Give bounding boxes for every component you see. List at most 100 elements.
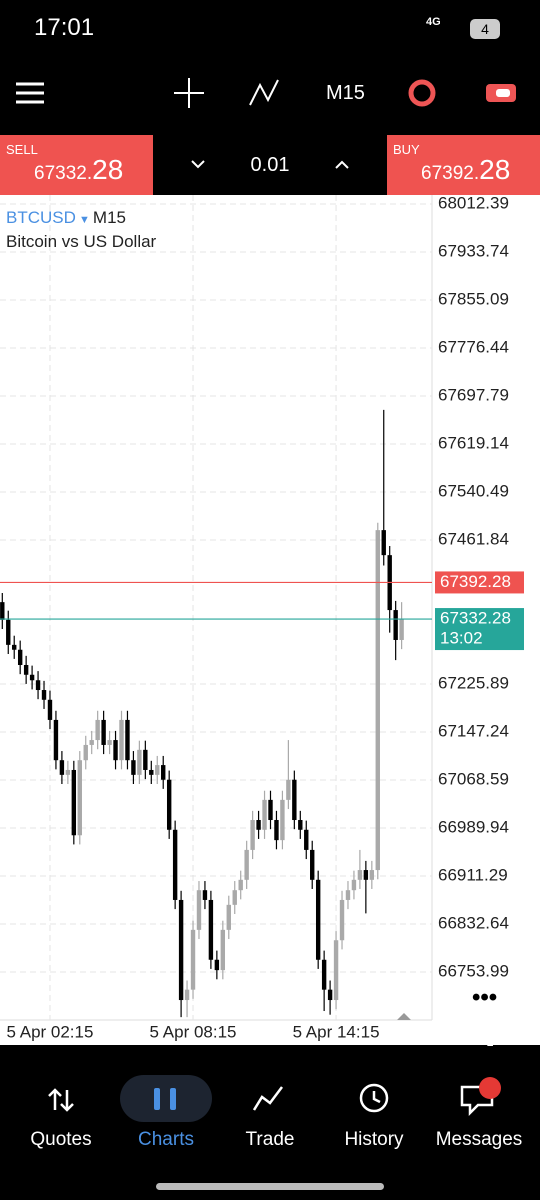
chart-timeframe: M15 xyxy=(92,208,126,227)
y-tick-label: 66832.64 xyxy=(438,913,509,932)
y-tick-label: 66911.29 xyxy=(438,865,508,884)
candle-body xyxy=(178,899,184,1001)
y-tick-label: 66753.99 xyxy=(438,961,509,980)
nav-item[interactable]: Charts xyxy=(138,1129,194,1150)
y-tick-label: 67068.59 xyxy=(438,769,509,788)
home-indicator xyxy=(156,1183,384,1190)
buy-button[interactable]: BUY 67392.28 xyxy=(387,135,540,195)
nav-item[interactable]: History xyxy=(344,1129,404,1150)
candle-body xyxy=(161,765,166,780)
nav-item[interactable]: Messages xyxy=(435,1129,523,1150)
charts-icon[interactable] xyxy=(154,1088,160,1110)
candle-body xyxy=(166,779,172,830)
candle-body xyxy=(35,680,41,691)
candle-body xyxy=(0,602,5,620)
x-tick-label: 5 Apr 14:15 xyxy=(293,1022,380,1041)
trade-icon[interactable] xyxy=(252,1086,283,1111)
more-icon[interactable]: ••• xyxy=(472,984,498,1011)
nav-icons xyxy=(48,1077,501,1190)
candle-body xyxy=(339,899,345,941)
sell-button[interactable]: SELL 67332.28 xyxy=(0,135,153,195)
candle-body xyxy=(65,769,71,775)
y-tick-label: 67225.89 xyxy=(438,673,509,692)
candle-body xyxy=(53,719,59,761)
candle-body xyxy=(190,929,196,990)
candle-body xyxy=(77,760,82,836)
candle-body xyxy=(119,719,124,761)
candle-body xyxy=(357,870,363,880)
candle-body xyxy=(208,899,214,960)
y-tick-label: 67147.24 xyxy=(438,721,509,740)
candle-body xyxy=(250,820,255,850)
ask-label: 67392.28 xyxy=(440,572,511,591)
nav-item[interactable]: Trade xyxy=(245,1129,295,1150)
candle-body xyxy=(304,829,309,850)
candle-body xyxy=(172,829,178,900)
candle-body xyxy=(345,890,351,900)
candle-body xyxy=(6,619,11,645)
sell-price: 67332. xyxy=(34,163,93,184)
candle-body xyxy=(214,959,220,971)
candle-body xyxy=(375,530,380,871)
y-tick-label: 68012.39 xyxy=(438,195,509,212)
bid-label-box xyxy=(435,608,524,651)
candle-body xyxy=(369,870,375,880)
candle-body xyxy=(101,719,106,745)
history-hand xyxy=(372,1091,381,1104)
nav-item[interactable]: Quotes xyxy=(30,1129,92,1150)
candle-body xyxy=(327,989,333,1001)
candle-body xyxy=(321,959,327,990)
candle-body xyxy=(83,744,88,761)
lot-size[interactable]: 0.01 xyxy=(250,154,290,176)
timeframe[interactable]: M15 xyxy=(326,82,365,104)
history-icon[interactable] xyxy=(359,1083,389,1113)
y-tick-label: 66989.94 xyxy=(438,817,509,836)
menu-icon[interactable] xyxy=(16,82,44,104)
y-tick-label: 67776.44 xyxy=(438,337,509,356)
crosshair-icon[interactable] xyxy=(174,78,204,108)
candle-body xyxy=(226,904,231,930)
active-pill xyxy=(120,1075,212,1122)
y-tick-label: 67540.49 xyxy=(438,481,509,500)
candle-body xyxy=(363,870,369,880)
candle-body xyxy=(47,699,53,720)
symbol[interactable]: BTCUSD xyxy=(6,208,76,227)
y-tick-label: 67619.14 xyxy=(438,433,509,452)
lot-panel: 0.01 xyxy=(153,135,387,195)
charts-icon xyxy=(170,1088,176,1110)
candle-body xyxy=(184,989,190,1001)
badge-count: 1 xyxy=(486,1034,494,1049)
chart-header: BTCUSD ▼ M15 xyxy=(6,208,126,227)
lot-up[interactable] xyxy=(335,160,349,169)
x-tick-label: 5 Apr 02:15 xyxy=(6,1022,93,1041)
chart[interactable]: 68012.39 67933.74 67855.09 67776.44 67697.79… xyxy=(0,195,540,1045)
status-time: 17:01 xyxy=(34,14,95,41)
candle-body xyxy=(292,779,297,821)
candle-body xyxy=(262,799,267,830)
candle-body xyxy=(286,779,291,800)
candle-body xyxy=(202,890,208,900)
clock-icon[interactable] xyxy=(408,79,436,107)
bid-timer: 13:02 xyxy=(440,629,483,648)
candle-body xyxy=(113,740,118,761)
candle-body xyxy=(155,765,160,775)
objects-icon-inner xyxy=(496,89,510,97)
y-tick-label: 67855.09 xyxy=(438,289,509,308)
sell-label: SELL xyxy=(6,142,38,157)
network: 4G xyxy=(426,16,441,28)
candle-body xyxy=(131,760,136,775)
candle-body xyxy=(232,890,237,905)
indicator-icon[interactable] xyxy=(249,79,279,106)
scroll-marker xyxy=(397,1013,411,1020)
candle-body xyxy=(280,799,285,841)
battery: 4 xyxy=(470,19,500,39)
lot-down[interactable] xyxy=(191,160,205,169)
candle-body xyxy=(41,690,47,700)
buy-label: BUY xyxy=(393,142,420,157)
candle-body xyxy=(149,769,154,775)
buy-price: 67392. xyxy=(421,163,480,184)
candle-body xyxy=(23,665,29,675)
candle-body xyxy=(59,760,65,775)
quotes-icon[interactable] xyxy=(48,1088,74,1112)
candle-body xyxy=(351,879,357,891)
